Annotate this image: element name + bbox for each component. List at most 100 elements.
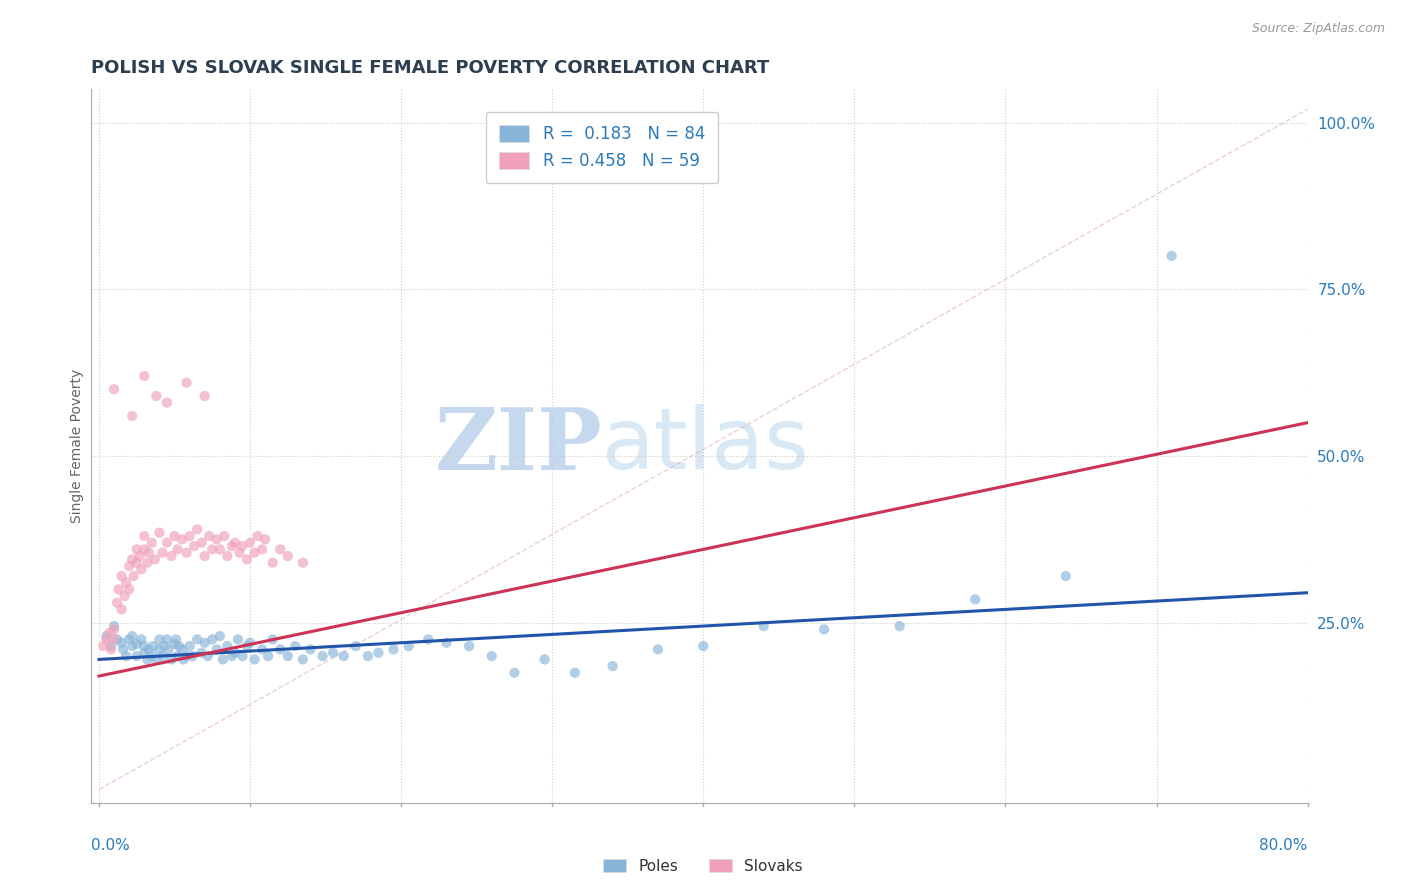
Point	[190, 535, 212, 549]
Point	[142, 639, 165, 653]
Point	[103, 632, 125, 647]
Point	[367, 646, 389, 660]
Point	[103, 619, 125, 633]
Point	[143, 552, 166, 566]
Point	[205, 533, 228, 547]
Point	[1054, 569, 1077, 583]
Point	[436, 636, 458, 650]
Point	[503, 665, 526, 680]
Point	[125, 649, 148, 664]
Point	[1160, 249, 1182, 263]
Point	[277, 549, 299, 563]
Point	[125, 542, 148, 557]
Y-axis label: Single Female Poverty: Single Female Poverty	[70, 369, 84, 523]
Point	[156, 535, 179, 549]
Legend: Poles, Slovaks: Poles, Slovaks	[598, 853, 808, 880]
Point	[186, 522, 208, 536]
Point	[110, 602, 132, 616]
Point	[262, 556, 284, 570]
Point	[344, 639, 367, 653]
Point	[138, 642, 160, 657]
Point	[217, 549, 239, 563]
Legend: R =  0.183   N = 84, R = 0.458   N = 59: R = 0.183 N = 84, R = 0.458 N = 59	[486, 112, 718, 183]
Point	[332, 649, 354, 664]
Point	[107, 582, 129, 597]
Point	[156, 395, 179, 409]
Point	[121, 409, 143, 423]
Point	[228, 546, 250, 560]
Point	[254, 533, 277, 547]
Point	[136, 652, 159, 666]
Point	[284, 639, 307, 653]
Point	[208, 629, 231, 643]
Point	[533, 652, 555, 666]
Point	[269, 642, 291, 657]
Point	[96, 632, 118, 647]
Point	[148, 525, 170, 540]
Point	[152, 546, 174, 560]
Point	[134, 639, 156, 653]
Point	[217, 639, 239, 653]
Point	[889, 619, 911, 633]
Point	[602, 659, 624, 673]
Point	[115, 575, 138, 590]
Point	[181, 649, 204, 664]
Point	[93, 639, 115, 653]
Point	[125, 637, 148, 651]
Point	[269, 542, 291, 557]
Point	[221, 539, 243, 553]
Point	[100, 642, 122, 657]
Point	[166, 542, 188, 557]
Point	[205, 642, 228, 657]
Point	[965, 592, 987, 607]
Point	[481, 649, 503, 664]
Point	[165, 632, 187, 647]
Point	[170, 642, 193, 657]
Text: 80.0%: 80.0%	[1260, 838, 1308, 854]
Point	[103, 623, 125, 637]
Point	[224, 535, 246, 549]
Point	[243, 546, 266, 560]
Point	[115, 649, 138, 664]
Point	[246, 529, 269, 543]
Point	[299, 642, 322, 657]
Point	[176, 376, 198, 390]
Point	[398, 639, 420, 653]
Point	[277, 649, 299, 664]
Point	[112, 642, 135, 657]
Point	[564, 665, 586, 680]
Point	[257, 649, 280, 664]
Point	[110, 569, 132, 583]
Point	[122, 569, 145, 583]
Point	[167, 639, 190, 653]
Point	[134, 529, 156, 543]
Point	[98, 625, 121, 640]
Point	[179, 639, 201, 653]
Point	[141, 535, 163, 549]
Point	[153, 639, 176, 653]
Point	[418, 632, 440, 647]
Point	[322, 646, 344, 660]
Point	[145, 652, 167, 666]
Point	[134, 646, 156, 660]
Point	[813, 623, 835, 637]
Point	[173, 652, 195, 666]
Point	[250, 642, 273, 657]
Point	[163, 529, 186, 543]
Point	[201, 542, 224, 557]
Point	[121, 629, 143, 643]
Point	[214, 529, 236, 543]
Point	[291, 652, 314, 666]
Point	[190, 646, 212, 660]
Point	[141, 649, 163, 664]
Point	[239, 535, 262, 549]
Point	[163, 637, 186, 651]
Point	[103, 382, 125, 396]
Point	[105, 596, 128, 610]
Point	[121, 552, 143, 566]
Point	[179, 529, 201, 543]
Point	[134, 368, 156, 383]
Point	[176, 546, 198, 560]
Point	[250, 542, 273, 557]
Point	[138, 546, 160, 560]
